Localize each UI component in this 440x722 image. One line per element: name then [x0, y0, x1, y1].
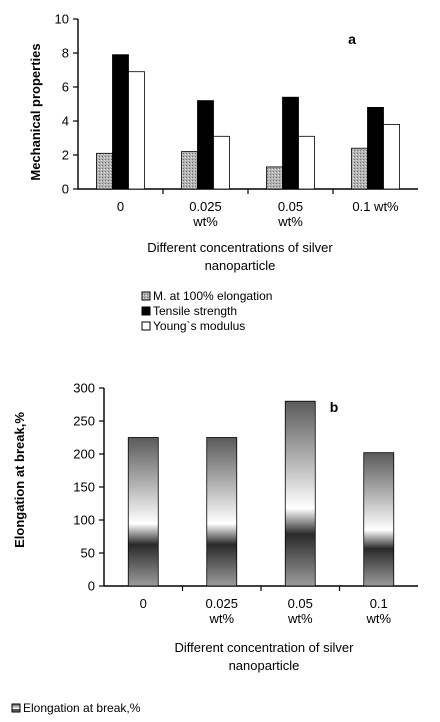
panel-0-ytick-label: 2	[62, 148, 69, 163]
panel-0-category-label: 0.1 wt%	[352, 199, 399, 214]
panel-1-category-label: 0.025 wt%	[205, 596, 238, 626]
panel-1-category-label: 0	[140, 596, 147, 611]
panel-0-bar	[197, 100, 214, 190]
panel-0-bar	[298, 135, 315, 190]
panel-b-ylabel: Elongation at break,%	[12, 412, 27, 548]
panel-a-xtitle-line2: nanoparticle	[205, 258, 276, 273]
panel-0-bar	[128, 71, 145, 190]
panel-1-ytick-label: 50	[81, 546, 95, 561]
panel-0-category-label: 0.05 wt%	[277, 199, 303, 229]
panel-0-ytick-label: 4	[62, 114, 69, 129]
panel-a-xtitle-line1: Different concentrations of silver	[147, 240, 333, 255]
panel-0-bar	[351, 147, 368, 190]
panel-1-bar	[127, 437, 159, 587]
panel-1-bar	[363, 452, 395, 587]
panel-0-bar	[367, 107, 384, 190]
panel-0-category-label: 0	[117, 199, 124, 214]
panel-a-label: a	[348, 31, 356, 47]
panel-a-ylabel: Mechanical properties	[28, 43, 43, 180]
panel-0-legend-label: Tensile strength	[153, 304, 237, 318]
panel-1-category-label: 0.05 wt%	[287, 596, 313, 626]
panel-b-plot: 0 50 100 150 200 250 300 0 0.025 wt% 0.05 wt% 0.1 wt%	[73, 381, 418, 626]
panel-1-bar	[284, 400, 316, 587]
panel-0-bar	[282, 96, 299, 190]
panel-1-ytick-label: 200	[73, 447, 95, 462]
panel-b-xtitle-line2: nanoparticle	[229, 658, 300, 673]
panel-0-bar	[213, 135, 230, 190]
panel-0-category-label: 0.025 wt%	[189, 199, 222, 229]
panel-0-ytick-label: 0	[62, 182, 69, 197]
panel-0-bar	[266, 166, 283, 190]
panel-1-bar	[206, 437, 238, 587]
panel-0-bar	[96, 152, 113, 190]
panel-b-xtitle-line1: Different concentration of silver	[175, 640, 355, 655]
panel-0-ytick-label: 10	[55, 12, 69, 27]
panel-1-ytick-label: 0	[88, 579, 95, 594]
panel-0-legend-swatch	[141, 291, 151, 301]
panel-0-legend-label: Young`s modulus	[153, 319, 245, 333]
panel-1-ytick-label: 300	[73, 381, 95, 396]
panel-a-plot: 0 2 4 6 8 10 0 0.025 wt% 0.05 wt% 0.1 wt%	[55, 12, 418, 229]
panel-0-bar	[383, 124, 400, 190]
panel-0-bar	[181, 151, 198, 190]
panel-b-label: b	[330, 399, 339, 415]
panel-1-legend-label: Elongation at break,%	[23, 701, 141, 715]
panel-0-legend-label: M. at 100% elongation	[153, 289, 272, 303]
panel-1-legend-swatch	[11, 703, 21, 713]
panel-1-ytick-label: 100	[73, 513, 95, 528]
panel-b-legend: Elongation at break,%	[11, 701, 141, 715]
panel-1-category-label: 0.1 wt%	[365, 596, 391, 626]
panel-0-ytick-label: 8	[62, 46, 69, 61]
panel-0-legend-swatch	[141, 306, 151, 316]
panel-0-ytick-label: 6	[62, 80, 69, 95]
panel-1-ytick-label: 250	[73, 414, 95, 429]
panel-0-legend-swatch	[141, 321, 151, 331]
panel-0-bar	[112, 54, 129, 190]
panel-1-ytick-label: 150	[73, 480, 95, 495]
